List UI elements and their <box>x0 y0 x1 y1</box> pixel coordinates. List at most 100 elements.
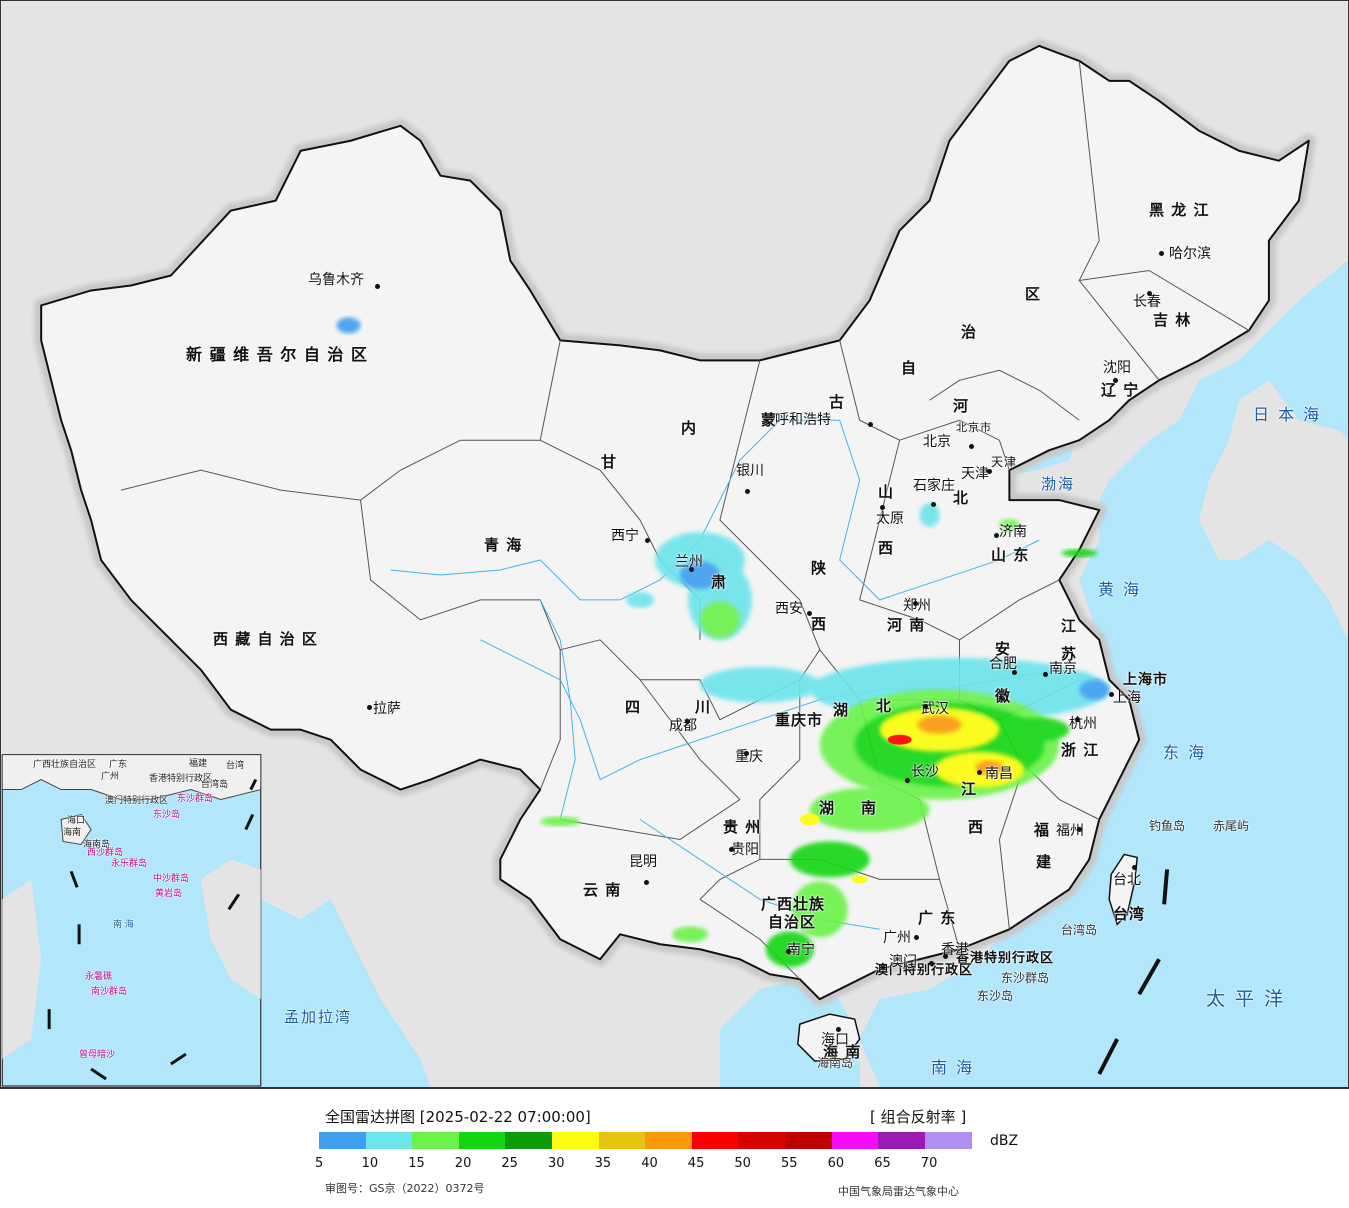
province-label-guangxi2: 自治区 <box>768 913 817 931</box>
product-name: [ 组合反射率 ] <box>870 1108 967 1126</box>
province-label-neimenggu4: 自 <box>901 359 918 377</box>
city-marker-tianjin_c <box>987 469 992 474</box>
province-label-chongqing: 重庆市 <box>775 711 824 729</box>
color-swatch <box>458 1132 506 1149</box>
island-label-taiwan_dao: 台湾岛 <box>1061 923 1098 937</box>
province-label-neimenggu5: 治 <box>961 323 978 341</box>
province-label-shanxi1: 山 <box>878 483 895 501</box>
island-label-hainan_dao: 海南岛 <box>817 1056 854 1070</box>
rivers <box>390 419 1100 930</box>
city-marker-nanning <box>786 949 791 954</box>
city-label-guangzhou: 广州 <box>883 930 911 946</box>
city-label-jinan: 济南 <box>999 524 1027 540</box>
province-label-sichuan1: 四 <box>625 698 642 716</box>
color-swatch <box>878 1132 926 1149</box>
province-label-shanxi2: 西 <box>878 539 895 557</box>
taiwan-island <box>1108 853 1138 926</box>
inset-label-in_taiwan: 台湾 <box>226 761 245 771</box>
city-label-nanchang: 南昌 <box>985 766 1013 782</box>
south-china-sea-inset <box>1 754 262 1087</box>
city-marker-hangzhou <box>1075 717 1080 722</box>
color-swatch <box>645 1132 693 1149</box>
map-canvas <box>1 1 1348 1087</box>
scale-tick-label: 65 <box>874 1156 891 1171</box>
city-marker-taibei <box>1132 865 1137 870</box>
inset-label-in_guangxi: 广西壮族自治区 <box>33 760 97 770</box>
city-label-lanzhou: 兰州 <box>675 554 703 570</box>
scale-tick-label: 5 <box>315 1156 324 1171</box>
scale-tick-label: 25 <box>501 1156 518 1171</box>
province-label-beijing_shi: 北京市 <box>956 421 992 434</box>
city-marker-lhasa <box>367 705 372 710</box>
city-label-haikou: 海口 <box>821 1032 849 1048</box>
scale-tick-label: 45 <box>687 1156 705 1171</box>
city-marker-wuhan <box>923 704 928 709</box>
city-marker-shenyang <box>1113 378 1118 383</box>
city-label-xining: 西宁 <box>611 528 639 544</box>
color-swatch <box>505 1132 553 1149</box>
color-swatch <box>691 1132 739 1149</box>
province-label-neimenggu6: 区 <box>1025 285 1042 303</box>
city-label-shenyang: 沈阳 <box>1103 360 1131 376</box>
sea-label-east_sea: 东 海 <box>1163 743 1207 762</box>
scale-tick-label: 70 <box>920 1156 938 1171</box>
city-marker-hefei <box>1012 670 1017 675</box>
radar-echo <box>336 317 1110 968</box>
sea-label-bengal: 孟加拉湾 <box>284 1008 353 1026</box>
province-label-anhui2: 徽 <box>995 687 1012 705</box>
inset-label-in_macau: 澳门特别行政区 <box>105 796 169 806</box>
inset-label-in_dongsha: 东沙群岛 <box>177 794 214 804</box>
inset-label-in_yongle: 永乐群岛 <box>111 859 148 869</box>
scale-tick-label: 35 <box>594 1156 612 1171</box>
sea-label-pacific: 太 平 洋 <box>1206 988 1286 1010</box>
inset-label-in_hk: 香港特别行政区 <box>149 774 213 784</box>
color-swatch <box>924 1132 972 1149</box>
city-marker-xining <box>645 538 650 543</box>
color-swatch <box>831 1132 879 1149</box>
city-label-yinchuan: 银川 <box>736 463 764 479</box>
city-label-taibei: 台北 <box>1113 872 1141 888</box>
province-label-taiwan: 台湾 <box>1113 905 1146 923</box>
city-label-harbin: 哈尔滨 <box>1169 246 1211 262</box>
city-marker-changchun <box>1147 291 1152 296</box>
province-label-neimenggu2: 蒙 <box>761 411 778 429</box>
color-swatch <box>738 1132 786 1149</box>
scale-tick-label: 30 <box>548 1156 565 1171</box>
province-label-guangxi1: 广西壮族 <box>761 895 826 913</box>
china-map[interactable]: 新 疆 维 吾 尔 自 治 区西 藏 自 治 区青 海甘肃内蒙古自治区黑 龙 江… <box>0 0 1349 1088</box>
city-label-nanjing: 南京 <box>1049 661 1077 677</box>
province-label-jiangsu2: 苏 <box>1061 645 1078 663</box>
sea-label-japan_sea: 日 本 海 <box>1253 405 1322 424</box>
province-label-hebei1: 河 <box>953 397 970 415</box>
province-label-shanghai: 上海市 <box>1123 672 1168 688</box>
province-label-guizhou: 贵 州 <box>723 818 762 836</box>
province-label-neimenggu3: 古 <box>829 393 846 411</box>
province-label-macau: 澳门特别行政区 <box>875 963 974 978</box>
province-label-tianjin: 天津 <box>991 455 1018 469</box>
scale-tick-label: 10 <box>361 1156 379 1171</box>
city-marker-guiyang <box>729 847 734 852</box>
province-label-hebei2: 北 <box>953 489 970 507</box>
city-label-tianjin_c: 天津 <box>961 466 989 482</box>
inset-label-in_hainan: 海南 <box>63 828 82 838</box>
inset-label-in_haikou: 海口 <box>67 816 86 826</box>
legend-panel: 全国雷达拼图 [2025-02-22 07:00:00] [ 组合反射率 ] d… <box>0 1088 1349 1208</box>
province-label-heilongjiang: 黑 龙 江 <box>1149 201 1210 219</box>
city-marker-shanghai_c <box>1109 692 1114 697</box>
city-marker-lanzhou <box>689 567 694 572</box>
city-label-taiyuan: 太原 <box>876 511 904 527</box>
city-label-macao: 澳门 <box>889 954 917 970</box>
island-label-chiwei: 赤尾屿 <box>1213 819 1250 833</box>
scale-tick-label: 55 <box>781 1156 798 1171</box>
province-label-hubei1: 湖 <box>833 701 850 719</box>
unit-label: dBZ <box>990 1133 1019 1149</box>
province-label-guangdong: 广 东 <box>918 909 957 927</box>
city-marker-hohhot <box>868 422 873 427</box>
city-marker-nanjing <box>1043 672 1048 677</box>
city-marker-chengdu <box>685 719 690 724</box>
city-marker-yinchuan <box>745 489 750 494</box>
city-label-shijiazhuang: 石家庄 <box>913 478 955 494</box>
province-label-jiangxi2: 西 <box>968 818 985 836</box>
inset-label-in_guangzhou: 广州 <box>101 772 120 782</box>
